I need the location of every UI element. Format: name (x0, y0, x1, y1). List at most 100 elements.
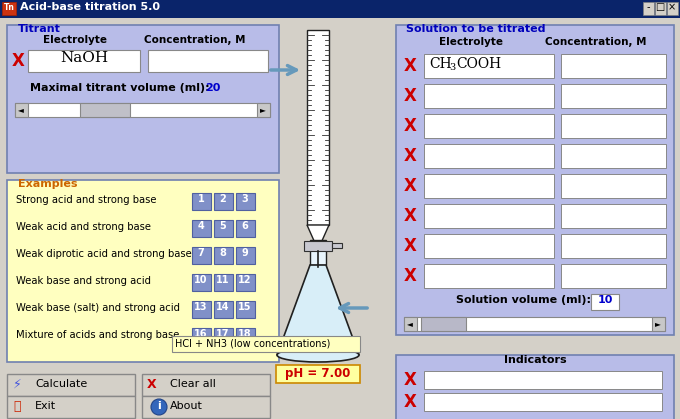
Text: 3: 3 (241, 194, 248, 204)
Bar (561, 174, 666, 198)
Text: Solution to be titrated: Solution to be titrated (406, 24, 545, 34)
Bar (15, 103, 28, 117)
Text: 18: 18 (238, 329, 252, 339)
Bar (214, 328, 233, 345)
Text: 3: 3 (449, 63, 455, 72)
Bar (214, 220, 233, 237)
Text: 15: 15 (238, 302, 252, 312)
Text: NaOH: NaOH (60, 51, 108, 65)
Bar (652, 317, 665, 331)
Bar (7, 180, 279, 362)
Text: i: i (157, 401, 161, 411)
Bar (404, 317, 665, 331)
Circle shape (151, 399, 167, 415)
Bar (236, 247, 255, 264)
Text: X: X (404, 393, 417, 411)
Bar (655, 2, 666, 15)
Text: Tn: Tn (4, 3, 15, 12)
Text: ◄: ◄ (18, 105, 24, 114)
Bar (404, 317, 417, 331)
Bar (424, 264, 554, 288)
Text: Weak diprotic acid and strong base: Weak diprotic acid and strong base (16, 249, 192, 259)
Text: X: X (404, 57, 417, 75)
Text: CH: CH (429, 57, 452, 71)
Text: Examples: Examples (18, 179, 78, 189)
Text: Exit: Exit (35, 401, 56, 411)
Bar (561, 264, 666, 288)
Text: Mixture of acids and strong base: Mixture of acids and strong base (16, 330, 180, 340)
Bar (561, 114, 666, 138)
Bar (561, 84, 666, 108)
Text: X: X (404, 371, 417, 389)
Bar (561, 54, 666, 78)
Text: 2: 2 (220, 194, 226, 204)
Text: 16: 16 (194, 329, 208, 339)
Text: Weak base and strong acid: Weak base and strong acid (16, 276, 151, 286)
Bar (236, 301, 255, 318)
Bar (424, 114, 554, 138)
Bar (192, 274, 211, 291)
Bar (236, 220, 255, 237)
Text: Acid-base titration 5.0: Acid-base titration 5.0 (20, 2, 160, 12)
Bar (192, 247, 211, 264)
Bar (396, 355, 674, 419)
Bar (80, 103, 130, 117)
Text: 13: 13 (194, 302, 208, 312)
Text: COOH: COOH (456, 57, 501, 71)
Text: Concentration, M: Concentration, M (545, 37, 647, 47)
Text: Calculate: Calculate (35, 379, 87, 389)
Bar (421, 317, 466, 331)
Text: X: X (404, 87, 417, 105)
Text: pH = 7.00: pH = 7.00 (286, 367, 351, 380)
Text: X: X (404, 237, 417, 255)
Text: 10: 10 (194, 275, 208, 285)
Bar (424, 204, 554, 228)
Text: 10: 10 (597, 295, 613, 305)
Bar (396, 25, 674, 335)
Text: ⚡: ⚡ (13, 378, 21, 391)
Bar (192, 220, 211, 237)
Bar (172, 336, 360, 352)
Bar (148, 50, 268, 72)
Bar (424, 371, 662, 389)
Bar (7, 374, 135, 396)
Bar (236, 328, 255, 345)
Text: X: X (404, 207, 417, 225)
Text: 5: 5 (220, 221, 226, 231)
Bar (424, 234, 554, 258)
Text: HCl + NH3 (low concentrations): HCl + NH3 (low concentrations) (175, 338, 330, 348)
Text: About: About (170, 401, 203, 411)
Text: X: X (404, 267, 417, 285)
Text: Concentration, M: Concentration, M (144, 35, 245, 45)
Bar (276, 365, 360, 383)
Bar (15, 103, 270, 117)
Bar (7, 396, 135, 418)
Bar (424, 54, 554, 78)
Text: X: X (404, 117, 417, 135)
Text: 9: 9 (241, 248, 248, 258)
Text: 20: 20 (205, 83, 220, 93)
Text: Clear all: Clear all (170, 379, 216, 389)
Bar (561, 234, 666, 258)
Bar (236, 193, 255, 210)
Bar (424, 174, 554, 198)
Bar (192, 193, 211, 210)
Bar (214, 301, 233, 318)
Text: Solution volume (ml):: Solution volume (ml): (456, 295, 591, 305)
Bar (643, 2, 654, 15)
Bar (2, 2, 16, 15)
Bar (142, 374, 270, 396)
Text: 12: 12 (238, 275, 252, 285)
Text: Titrant: Titrant (18, 24, 61, 34)
Text: 7: 7 (198, 248, 205, 258)
Text: ►: ► (655, 319, 661, 328)
Bar (424, 393, 662, 411)
Text: 1: 1 (198, 194, 205, 204)
Bar (304, 241, 332, 251)
Bar (424, 84, 554, 108)
Text: Indicators: Indicators (504, 355, 566, 365)
Bar (307, 30, 329, 225)
Bar (142, 396, 270, 418)
Text: X: X (404, 147, 417, 165)
Text: 8: 8 (220, 248, 226, 258)
